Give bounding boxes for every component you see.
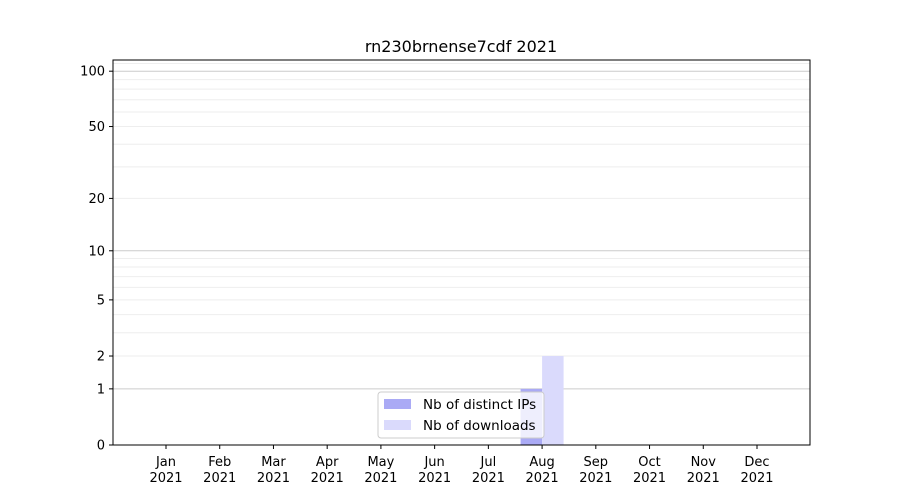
x-tick-label-year: 2021 <box>526 471 559 486</box>
x-tick-label-year: 2021 <box>687 471 720 486</box>
x-tick-label-month: Jan <box>155 455 176 470</box>
x-tick-label-year: 2021 <box>149 471 182 486</box>
x-tick-label-month: Jun <box>423 455 444 470</box>
x-tick-label-month: Nov <box>691 455 717 470</box>
x-tick-label-year: 2021 <box>579 471 612 486</box>
y-tick-label: 0 <box>97 439 105 454</box>
x-tick-label-month: Aug <box>529 455 554 470</box>
y-tick-label: 1 <box>97 382 105 397</box>
bar-downloads <box>542 356 564 445</box>
y-tick-label: 50 <box>88 120 105 135</box>
legend-box <box>377 391 545 439</box>
y-tick-label: 5 <box>97 293 105 308</box>
legend-swatch-distinct-ips <box>384 399 411 409</box>
legend-swatch-downloads <box>384 420 411 430</box>
x-tick-label-year: 2021 <box>740 471 773 486</box>
y-tick-label: 100 <box>80 65 105 80</box>
grid <box>113 63 810 390</box>
x-tick-label-year: 2021 <box>472 471 505 486</box>
x-tick-label-month: Sep <box>584 455 609 470</box>
x-tick-label-year: 2021 <box>364 471 397 486</box>
x-tick-label-year: 2021 <box>418 471 451 486</box>
x-tick-label-year: 2021 <box>257 471 290 486</box>
x-tick-label-month: May <box>367 455 394 470</box>
x-tick-label-year: 2021 <box>311 471 344 486</box>
x-tick-label-month: Jul <box>480 455 497 470</box>
y-tick-label: 10 <box>88 244 105 259</box>
y-tick-label: 20 <box>88 192 105 207</box>
x-tick-label-month: Mar <box>261 455 286 470</box>
x-tick-label-month: Feb <box>208 455 231 470</box>
y-axis: 0 1 2 5 10 20 50 100 <box>80 65 113 454</box>
y-tick-label: 2 <box>97 350 105 365</box>
legend: Nb of distinct IPs Nb of downloads <box>377 391 545 439</box>
x-tick-label-month: Apr <box>316 455 339 470</box>
chart-title: rn230brnense7cdf 2021 <box>365 37 557 56</box>
legend-label-downloads: Nb of downloads <box>423 418 536 434</box>
x-tick-label-year: 2021 <box>203 471 236 486</box>
x-tick-label-month: Dec <box>744 455 769 470</box>
x-axis: Jan2021Feb2021Mar2021Apr2021May2021Jun20… <box>149 445 774 486</box>
x-tick-label-month: Oct <box>638 455 660 470</box>
plot-frame <box>112 59 811 446</box>
x-tick-label-year: 2021 <box>633 471 666 486</box>
legend-label-distinct-ips: Nb of distinct IPs <box>423 397 536 413</box>
